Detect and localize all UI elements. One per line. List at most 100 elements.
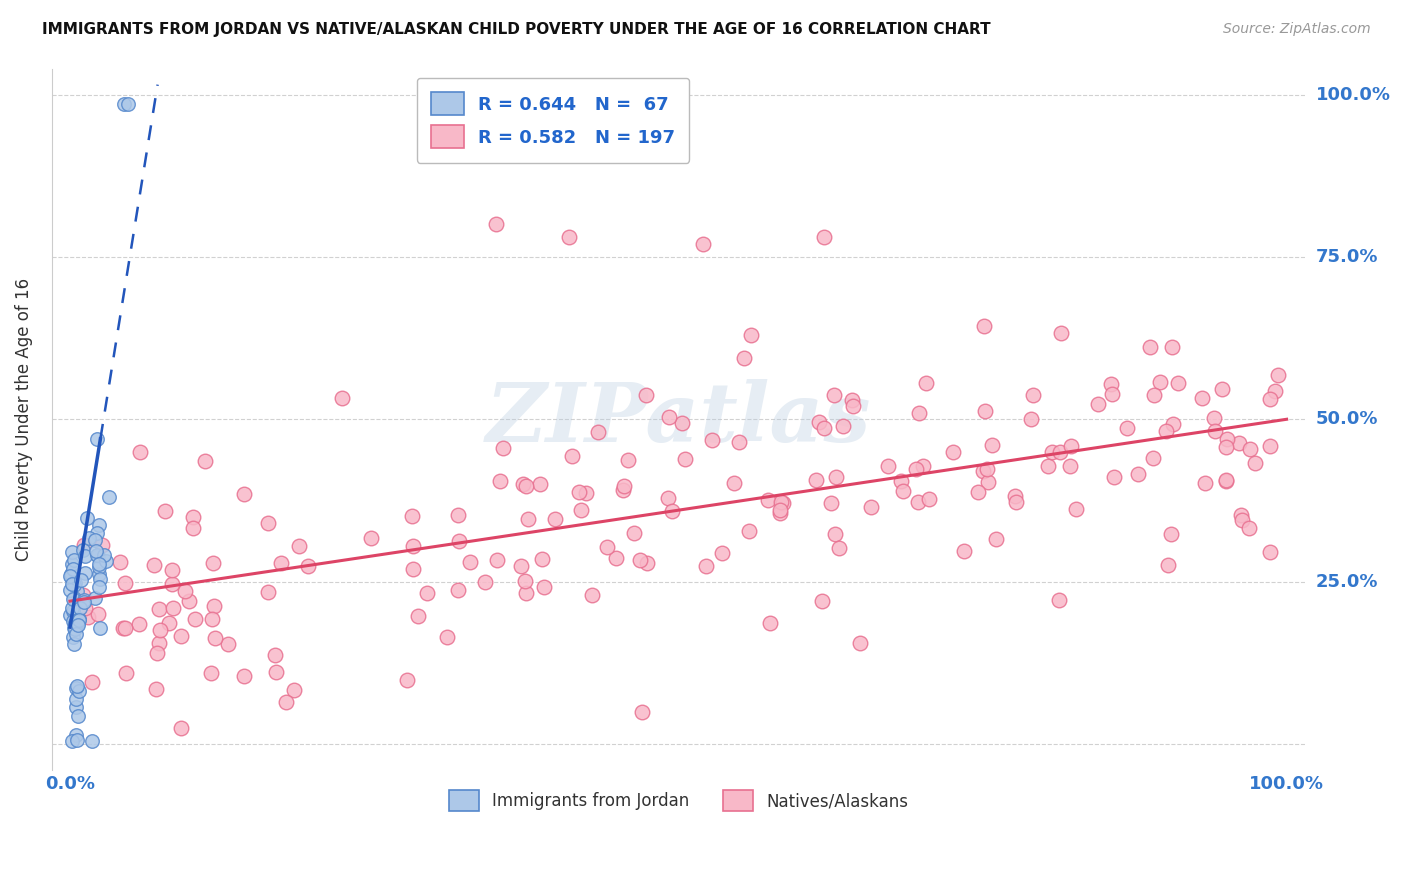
Point xyxy=(738,524,761,538)
Point xyxy=(77,532,100,546)
Point xyxy=(986,532,1008,546)
Point xyxy=(66,680,89,694)
Point xyxy=(1160,340,1182,354)
Point xyxy=(75,566,97,580)
Point xyxy=(1059,458,1081,473)
Point xyxy=(636,556,658,570)
Point xyxy=(73,537,96,551)
Point xyxy=(59,583,82,598)
Point xyxy=(1267,368,1289,383)
Point xyxy=(87,549,110,564)
Point xyxy=(1230,513,1253,527)
Point xyxy=(149,623,172,637)
Point xyxy=(143,558,166,572)
Point xyxy=(402,540,425,554)
Point xyxy=(170,629,193,643)
Point xyxy=(581,588,603,602)
Point xyxy=(1101,387,1123,401)
Point xyxy=(1050,326,1073,340)
Point xyxy=(297,558,319,573)
Point xyxy=(673,452,696,467)
Point xyxy=(447,583,470,598)
Point xyxy=(820,496,842,510)
Point xyxy=(115,665,138,680)
Point xyxy=(492,441,515,455)
Point xyxy=(561,449,583,463)
Point xyxy=(65,615,87,630)
Point xyxy=(1040,445,1063,459)
Point xyxy=(162,601,184,615)
Point xyxy=(73,595,96,609)
Point xyxy=(1264,384,1286,398)
Point xyxy=(170,721,193,735)
Point xyxy=(112,97,135,112)
Point xyxy=(89,572,111,586)
Point xyxy=(911,459,934,474)
Point xyxy=(200,666,222,681)
Point xyxy=(86,549,108,563)
Point xyxy=(529,477,551,491)
Point xyxy=(1239,521,1261,535)
Point xyxy=(148,602,170,616)
Point xyxy=(1258,392,1281,406)
Point xyxy=(145,646,167,660)
Point xyxy=(62,591,84,606)
Point xyxy=(915,376,938,390)
Point xyxy=(891,483,914,498)
Point xyxy=(66,733,89,747)
Point xyxy=(89,557,111,571)
Point xyxy=(264,665,287,679)
Text: ZIPatlas: ZIPatlas xyxy=(485,379,872,459)
Point xyxy=(129,445,152,459)
Point xyxy=(1215,474,1237,488)
Point xyxy=(65,627,87,641)
Point xyxy=(976,462,998,476)
Point xyxy=(828,541,851,556)
Point xyxy=(628,553,651,567)
Point xyxy=(813,421,835,435)
Point xyxy=(67,684,90,698)
Point xyxy=(1215,432,1237,446)
Point xyxy=(510,558,533,573)
Point xyxy=(905,462,928,476)
Text: 75.0%: 75.0% xyxy=(1316,248,1378,266)
Point xyxy=(877,458,900,473)
Point xyxy=(111,622,134,636)
Point xyxy=(65,700,87,714)
Point xyxy=(59,569,82,583)
Point xyxy=(59,570,82,584)
Point xyxy=(623,525,645,540)
Point xyxy=(1060,439,1083,453)
Point xyxy=(67,616,90,631)
Point xyxy=(89,518,111,533)
Point xyxy=(516,512,538,526)
Point xyxy=(966,485,988,500)
Point xyxy=(62,575,84,590)
Point xyxy=(977,475,1000,489)
Point xyxy=(1036,459,1059,474)
Point xyxy=(700,434,723,448)
Point xyxy=(69,601,91,615)
Point xyxy=(60,557,83,571)
Point xyxy=(981,438,1004,452)
Point xyxy=(568,484,591,499)
Point xyxy=(485,218,508,232)
Point xyxy=(87,607,110,621)
Point xyxy=(692,236,714,251)
Point xyxy=(769,502,792,516)
Point xyxy=(217,637,239,651)
Point xyxy=(1202,411,1225,425)
Point xyxy=(62,604,84,618)
Point xyxy=(740,327,762,342)
Point xyxy=(148,635,170,649)
Point xyxy=(1244,457,1267,471)
Point xyxy=(62,578,84,592)
Point xyxy=(72,587,94,601)
Point xyxy=(533,580,555,594)
Point xyxy=(489,475,512,489)
Point xyxy=(575,486,598,500)
Point xyxy=(569,502,592,516)
Point xyxy=(87,567,110,582)
Point xyxy=(181,510,204,524)
Point xyxy=(60,601,83,615)
